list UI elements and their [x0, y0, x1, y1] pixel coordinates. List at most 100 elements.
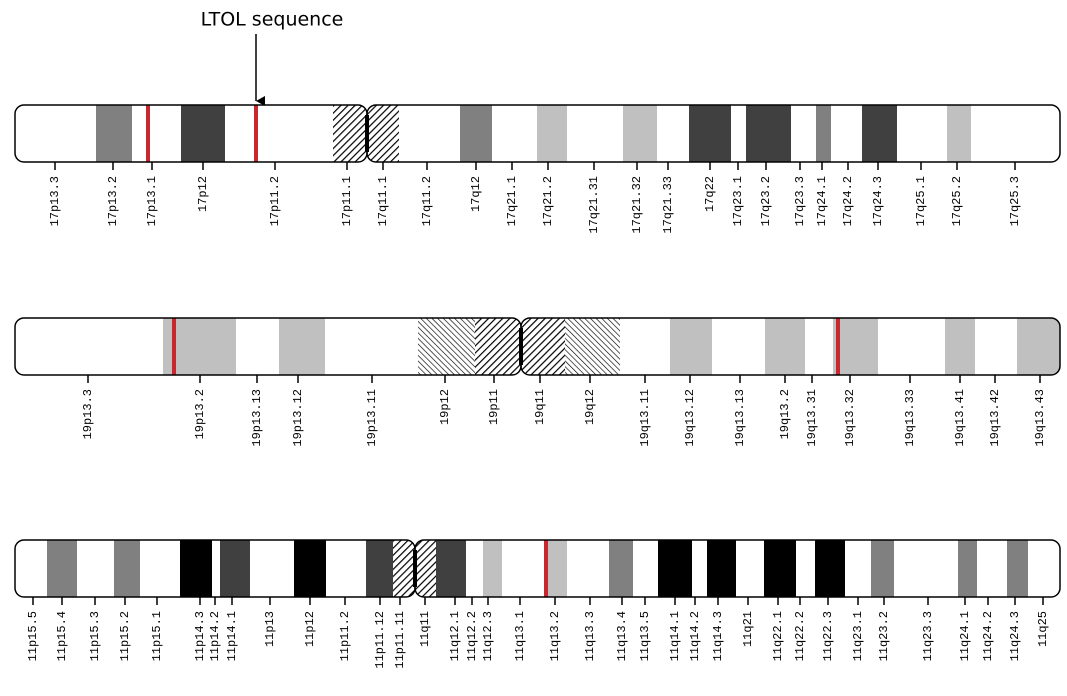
arm: [521, 318, 1060, 375]
band-label: 11q24.1: [958, 611, 972, 661]
band-label: 17q21.1: [505, 176, 519, 226]
band-label: 11q22.2: [793, 611, 807, 661]
band: [816, 105, 831, 162]
arm: [15, 105, 367, 162]
band-label: 17p13.1: [145, 176, 159, 226]
band: [764, 540, 796, 597]
band-label: 19p13.12: [291, 389, 305, 447]
band: [483, 540, 502, 597]
band-label: 19p13.3: [81, 389, 95, 439]
marker-line: [172, 318, 176, 375]
band-label: 17p13.2: [106, 176, 120, 226]
band-label: 19p11: [487, 389, 501, 425]
band-label: 11p14.3: [193, 611, 207, 661]
band-label: 19q12: [583, 389, 597, 425]
band-label: 17p11.1: [340, 176, 354, 226]
arm: [15, 318, 521, 375]
band: [475, 318, 521, 375]
band: [871, 540, 894, 597]
band-label: 11q22.1: [771, 611, 785, 661]
band-label: 11q12.3: [481, 611, 495, 661]
band-label: 17q23.1: [731, 176, 745, 226]
band-label: 11p15.4: [55, 611, 69, 661]
centromere: [365, 115, 369, 152]
band-label: 17q21.31: [587, 176, 601, 234]
marker-line: [146, 105, 150, 162]
band: [521, 318, 565, 375]
band-label: 19q13.13: [733, 389, 747, 447]
chromosome: 17p13.3 17p13.2 17p13.1 17p12 17p11.2 17p11.1…: [14, 104, 1061, 234]
band-label: 19q11: [533, 389, 547, 425]
band-label: 11q13.5: [638, 611, 652, 661]
band-label: 11q23.2: [877, 611, 891, 661]
band: [537, 105, 567, 162]
band: [945, 318, 975, 375]
band-label: 11p13: [263, 611, 277, 647]
band: [366, 540, 393, 597]
band-label: 19p13.2: [193, 389, 207, 439]
band-label: 11q13.2: [548, 611, 562, 661]
band-label: 19q13.31: [805, 389, 819, 447]
band-label: 11p15.5: [26, 611, 40, 661]
band: [181, 105, 225, 162]
band-label: 11p11.2: [338, 611, 352, 661]
centromere: [519, 328, 523, 365]
band-label: 17p13.3: [48, 176, 62, 226]
band-label: 17q25.2: [950, 176, 964, 226]
band-label: 17q12: [469, 176, 483, 212]
band-label: 11q13.3: [583, 611, 597, 661]
band-label: 11p15.2: [118, 611, 132, 661]
band-label: 11p12: [303, 611, 317, 647]
band-label: 17q23.3: [793, 176, 807, 226]
band-label: 11p14.1: [225, 611, 239, 661]
band-label: 11q14.1: [668, 611, 682, 661]
band: [367, 105, 399, 162]
arm-fill: [415, 540, 1060, 597]
band-label: 17p11.2: [268, 176, 282, 226]
band: [1017, 318, 1060, 375]
band: [1007, 540, 1028, 597]
band-label: 17q24.1: [815, 176, 829, 226]
band-label: 11p14.2: [208, 611, 222, 661]
band-label: 19q13.12: [683, 389, 697, 447]
band-label: 19q13.32: [843, 389, 857, 447]
marker-line: [836, 318, 840, 375]
band: [393, 540, 415, 597]
band-label: 19p13.11: [365, 389, 379, 447]
band-label: 17q25.3: [1008, 176, 1022, 226]
centromere: [413, 550, 417, 587]
band-label: 17q11.1: [376, 176, 390, 226]
band: [765, 318, 805, 375]
band-label: 19q13.41: [953, 389, 967, 447]
band-label: 11q14.3: [711, 611, 725, 661]
band-label: 11q14.2: [688, 611, 702, 661]
band-label: 11q23.1: [851, 611, 865, 661]
band-label: 11q22.3: [821, 611, 835, 661]
band-label: 11q13.4: [615, 611, 629, 661]
band-label: 19q13.43: [1033, 389, 1047, 447]
band: [958, 540, 977, 597]
band: [658, 540, 692, 597]
marker-line: [544, 540, 548, 597]
band: [670, 318, 712, 375]
band: [418, 318, 475, 375]
band-label: 17q11.2: [420, 176, 434, 226]
arm-fill: [15, 540, 415, 597]
band-label: 17q25.1: [914, 176, 928, 226]
band: [546, 540, 567, 597]
band-label: 19q13.33: [903, 389, 917, 447]
band-label: 11q11: [418, 611, 432, 647]
band: [220, 540, 250, 597]
band: [833, 318, 878, 375]
arm: [367, 105, 1060, 162]
arm: [415, 540, 1060, 597]
band: [947, 105, 971, 162]
band: [609, 540, 633, 597]
band-label: 11p15.3: [88, 611, 102, 661]
band-label: 11q24.3: [1008, 611, 1022, 661]
band-label: 19q13.42: [988, 389, 1002, 447]
band: [815, 540, 845, 597]
band: [746, 105, 791, 162]
band-label: 11p11.11: [393, 611, 407, 669]
band-label: 19q13.11: [638, 389, 652, 447]
